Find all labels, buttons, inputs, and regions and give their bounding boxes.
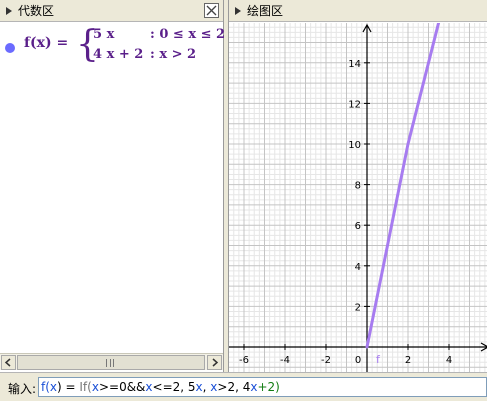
input-bar: 输入: f(x) = If(x>=0&&x<=2, 5x, x>2, 4x+2) — [0, 372, 487, 401]
function-label: f — [376, 353, 381, 366]
function-plot[interactable]: f — [365, 23, 441, 366]
axes — [229, 23, 487, 372]
y-tick-label: 2 — [355, 302, 361, 313]
collapse-triangle-icon[interactable] — [235, 6, 241, 15]
y-tick-label: 6 — [355, 221, 361, 232]
input-token: x — [210, 380, 218, 394]
graphics-view[interactable]: -6 -4 -2 0 2 4 2 4 6 8 10 12 14 f — [229, 23, 487, 372]
input-token: x — [91, 380, 99, 394]
scroll-left-button[interactable] — [1, 355, 16, 370]
close-panel-button[interactable] — [204, 3, 219, 18]
graphics-panel-title: 绘图区 — [247, 4, 284, 18]
collapse-triangle-icon[interactable] — [6, 6, 12, 15]
visibility-dot-icon[interactable] — [5, 43, 15, 53]
case-2-expression: 4 x + 2 — [93, 47, 144, 62]
y-axis-arrow-icon — [362, 23, 372, 33]
case-2-condition: : x > 2 — [150, 47, 197, 62]
algebra-panel-title: 代数区 — [18, 4, 55, 18]
x-tick-label: 0 — [355, 355, 361, 366]
algebra-view[interactable]: f(x) = { 5 x : 0 ≤ x ≤ 2 4 x + 2 : x > 2 — [0, 23, 226, 353]
scrollbar-thumb[interactable] — [17, 355, 205, 370]
input-token: >2, 4 — [217, 380, 251, 394]
y-tick-label: 14 — [348, 59, 361, 70]
input-token: x — [49, 380, 58, 394]
function-line[interactable] — [365, 23, 441, 349]
input-label: 输入: — [8, 382, 37, 396]
close-icon — [206, 5, 217, 16]
input-token: >=0&& — [98, 380, 146, 394]
input-token: ) = — [57, 380, 80, 394]
function-name: f(x) = — [24, 35, 69, 51]
x-tick-label: 4 — [446, 355, 452, 366]
input-token: x — [145, 380, 153, 394]
input-token: , — [202, 380, 211, 394]
input-token: f( — [41, 380, 50, 394]
input-field[interactable]: f(x) = If(x>=0&&x<=2, 5x, x>2, 4x+2) — [38, 377, 487, 397]
minor-grid — [229, 23, 487, 372]
algebra-panel-header[interactable]: 代数区 — [0, 0, 223, 22]
piecewise-brace: { — [76, 24, 99, 65]
input-token: +2) — [257, 380, 280, 394]
algebra-panel: 代数区 f(x) = { 5 x : 0 ≤ x ≤ 2 4 x + 2 : x… — [0, 0, 226, 372]
case-1-expression: 5 x — [93, 27, 115, 42]
x-tick-label: 2 — [405, 355, 411, 366]
x-axis-arrow-icon — [480, 342, 487, 352]
y-tick-label: 4 — [355, 262, 361, 273]
input-token: <=2, 5 — [152, 380, 196, 394]
x-tick-label: -4 — [280, 355, 290, 366]
case-1-condition: : 0 ≤ x ≤ 2 — [150, 27, 226, 42]
y-tick-label: 10 — [348, 140, 361, 151]
chevron-left-icon — [4, 358, 11, 367]
horizontal-scrollbar[interactable] — [0, 353, 223, 370]
major-grid — [229, 23, 487, 372]
tick-labels: -6 -4 -2 0 2 4 2 4 6 8 10 12 14 — [239, 59, 452, 366]
graphics-panel-header[interactable]: 绘图区 — [229, 0, 487, 22]
graphics-panel: 绘图区 -6 -4 -2 0 2 4 2 4 6 8 10 12 14 f — [228, 0, 487, 372]
chevron-right-icon — [212, 358, 219, 367]
scrollbar-grip-icon — [106, 359, 114, 367]
x-tick-label: -2 — [321, 355, 331, 366]
x-tick-label: -6 — [239, 355, 249, 366]
input-token: x — [195, 380, 203, 394]
y-tick-label: 8 — [355, 181, 361, 192]
scroll-right-button[interactable] — [207, 355, 222, 370]
input-token: If( — [79, 380, 92, 394]
y-tick-label: 12 — [348, 99, 361, 110]
input-token: x — [250, 380, 258, 394]
